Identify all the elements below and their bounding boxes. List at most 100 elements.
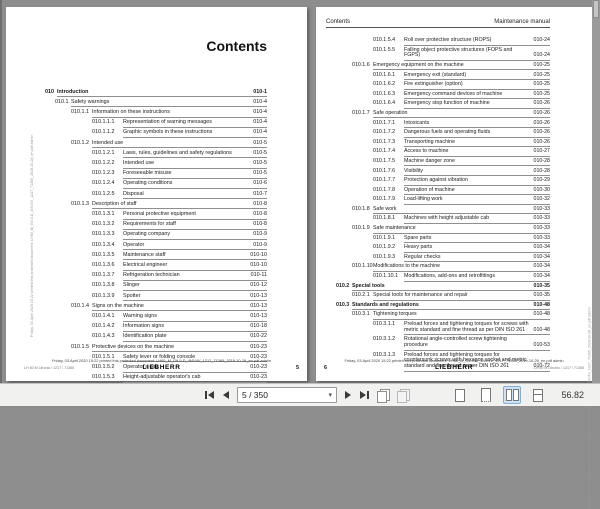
toc-entry[interactable]: 010.1.7.3 Transporting machine 010-26 bbox=[373, 138, 550, 148]
toc-entry[interactable]: 010.1.1 Information on these instructions… bbox=[71, 107, 267, 118]
toc-entry[interactable]: 010.2 Special tools 010-35 bbox=[336, 282, 550, 292]
toc-entry[interactable]: 010.1.9 Safe maintenance 010-33 bbox=[352, 224, 550, 234]
toc-entry-title: Spotter bbox=[123, 292, 141, 299]
toc-entry[interactable]: 010.1.5.5 Falling object protective struc… bbox=[373, 46, 550, 61]
two-page-continuous-view-icon[interactable] bbox=[529, 386, 547, 404]
previous-page-button[interactable] bbox=[222, 389, 230, 401]
toc-entry[interactable]: 010.1.4.1 Warning signs 010-13 bbox=[92, 311, 267, 322]
toc-entry[interactable]: 010.1.10 Modifications to the machine 010-… bbox=[352, 262, 550, 272]
page-field-value: 5 / 350 bbox=[242, 390, 268, 400]
print-protection-line: Friday, 03.April 2020 15:22 printed this… bbox=[51, 357, 272, 363]
toc-entry[interactable]: 010.1.7.8 Operation of machine 010-30 bbox=[373, 186, 550, 196]
toc-entry[interactable]: 010.1.3.7 Refrigeration technician 010-11 bbox=[92, 271, 267, 281]
toc-entry-number: 010.1.2.4 bbox=[92, 180, 115, 187]
next-page-button[interactable] bbox=[344, 389, 352, 401]
toc-entry[interactable]: 010.1.3 Description of staff 010-8 bbox=[71, 199, 267, 210]
chevron-down-icon[interactable]: ▾ bbox=[328, 391, 332, 399]
toc-entry[interactable]: 010.1.7.2 Dangerous fuels and operating f… bbox=[373, 128, 550, 138]
toc-entry[interactable]: 010.1.3.6 Electrical engineer 010-10 bbox=[92, 260, 267, 271]
toc-entry[interactable]: 010.1.3.3 Operating company 010-9 bbox=[92, 230, 267, 241]
toc-entry[interactable]: 010.3.1.3 Preload forces and tightening t… bbox=[373, 351, 550, 372]
toc-entry[interactable]: 010.1.6.2 Fire extinguisher (option) 010-2… bbox=[373, 80, 550, 90]
toc-entry[interactable]: 010.1.7.5 Machine danger zone 010-28 bbox=[373, 157, 550, 167]
toc-entry[interactable]: 010.1.7 Safe operation 010-26 bbox=[352, 109, 550, 119]
toc-entry-page: 010-25 bbox=[533, 61, 551, 68]
page-number-input[interactable]: 5 / 350 ▾ bbox=[237, 387, 337, 403]
scrollbar-thumb[interactable] bbox=[593, 0, 599, 18]
toc-entry[interactable]: 010.1 Safety warnings 010-4 bbox=[55, 97, 267, 108]
toc-entry[interactable]: 010.1.3.2 Requirements for staff 010-8 bbox=[92, 220, 267, 230]
toc-entry[interactable]: 010.1.10.1 Modifications, add-ons and ret… bbox=[373, 272, 550, 282]
toc-entry[interactable]: 010.1.7.6 Visibility 010-28 bbox=[373, 166, 550, 177]
toc-entry-title: Signs on the machine bbox=[92, 302, 144, 309]
toc-entry-body: Special tools 010-35 bbox=[352, 283, 550, 292]
liebherr-logo: LIEBHERR bbox=[142, 364, 181, 371]
toc-entry-page: 010-26 bbox=[533, 100, 551, 107]
toc-entry-title: Operator's cab bbox=[123, 363, 159, 370]
toc-entry[interactable]: 010.1.5.2 Operator's cab 010-23 bbox=[92, 362, 267, 373]
toc-entry[interactable]: 010.1.2 Intended use 010-5 bbox=[71, 138, 267, 149]
toc-entry[interactable]: 010.1.3.9 Spotter 010-13 bbox=[92, 291, 267, 302]
toc-entry[interactable]: 010.1.7.9 Load-lifting work 010-32 bbox=[373, 195, 550, 205]
toc-entry-title: Modifications, add-ons and retrofittings bbox=[404, 273, 495, 280]
toc-entry-number: 010.1.2.2 bbox=[92, 159, 115, 166]
toc-entry[interactable]: 010.3.1.1 Preload forces and tightening t… bbox=[373, 320, 550, 336]
toc-entry[interactable]: 010.1.6 Emergency equipment on the machin… bbox=[352, 61, 550, 71]
toc-entry[interactable]: 010.1.2.2 Intended use 010-5 bbox=[92, 158, 267, 169]
toc-entry[interactable]: 010.1.5.3 Height-adjustable operator's ca… bbox=[92, 373, 267, 383]
toc-entry[interactable]: 010.3.1 Tightening torques 010-48 bbox=[352, 310, 550, 320]
toc-entry[interactable]: 010.1.2.3 Foreseeable misuse 010-5 bbox=[92, 169, 267, 179]
toc-entry[interactable]: 010.1.7.7 Protection against vibration 010… bbox=[373, 176, 550, 186]
print-watermark-vertical: Friday, 03.April 2020 15:22 printed this… bbox=[30, 134, 34, 337]
next-view-button[interactable] bbox=[397, 388, 410, 403]
two-page-view-icon[interactable] bbox=[503, 386, 522, 404]
toc-entry[interactable]: 010.1.3.5 Maintenance staff 010-10 bbox=[92, 250, 267, 261]
toc-entry[interactable]: 010.1.9.3 Regular checks 010-34 bbox=[373, 253, 550, 263]
toc-entry-body: Height-adjustable operator's cab 010-23 bbox=[123, 374, 267, 383]
toc-entry-page: 010-26 bbox=[533, 138, 551, 145]
toc-entry-title: Operator bbox=[123, 241, 145, 248]
toc-entry-page: 010-33 bbox=[533, 205, 551, 212]
toc-entry[interactable]: 010.3 Standards and regulations 010-48 bbox=[336, 301, 550, 311]
toc-entry[interactable]: 010.1.9.2 Heavy parts 010-34 bbox=[373, 243, 550, 253]
toc-entry[interactable]: 010.1.2.5 Disposal 010-7 bbox=[92, 189, 267, 200]
toc-entry[interactable]: 010.1.6.1 Emergency exit (standard) 010-25 bbox=[373, 70, 550, 81]
toc-entry-number: 010.1.7.9 bbox=[373, 196, 396, 203]
toc-entry[interactable]: 010.1.2.1 Laws, rules, guidelines and saf… bbox=[92, 148, 267, 159]
first-page-button[interactable] bbox=[204, 389, 215, 401]
vertical-scrollbar[interactable] bbox=[592, 0, 600, 383]
toc-entry[interactable]: 010.1.5.1 Safety lever or folding console… bbox=[92, 352, 267, 363]
toc-entry[interactable]: 010.1.4 Signs on the machine 010-13 bbox=[71, 301, 267, 312]
toc-entry-body: Requirements for staff 010-8 bbox=[123, 221, 267, 230]
toc-entry[interactable]: 010.1.8.1 Machines with height adjustable… bbox=[373, 214, 550, 224]
toc-entry-title: Disposal bbox=[123, 190, 144, 197]
viewer-bottom-toolbar: 5 / 350 ▾ 56.82 bbox=[0, 383, 600, 406]
toc-entry[interactable]: 010.1.3.1 Personal protective equipment 01… bbox=[92, 209, 267, 220]
toc-entry[interactable]: 010 Introduction 010-1 bbox=[45, 87, 267, 98]
last-page-button[interactable] bbox=[359, 389, 370, 401]
continuous-view-icon[interactable] bbox=[477, 386, 495, 404]
toc-entry[interactable]: 010.1.5 Protective devices on the machine… bbox=[71, 342, 267, 353]
toc-entry[interactable]: 010.1.4.3 Identification plate 010-22 bbox=[92, 332, 267, 343]
toc-entry[interactable]: 010.1.1.2 Graphic symbols in these instru… bbox=[92, 128, 267, 139]
toc-entry[interactable]: 010.1.3.8 Slinger 010-12 bbox=[92, 281, 267, 292]
previous-view-button[interactable] bbox=[377, 388, 390, 403]
toc-entry[interactable]: 010.1.7.4 Access to machine 010-27 bbox=[373, 147, 550, 157]
toc-entry[interactable]: 010.1.7.1 Intoxicants 010-26 bbox=[373, 118, 550, 129]
toc-entry-number: 010.1.4.2 bbox=[92, 323, 115, 330]
toc-entry[interactable]: 010.1.3.4 Operator 010-9 bbox=[92, 240, 267, 251]
toc-entry[interactable]: 010.1.5.4 Roll over protective structure … bbox=[373, 36, 550, 46]
toc-entry[interactable]: 010.1.6.3 Emergency command devices of ma… bbox=[373, 90, 550, 100]
toc-entry[interactable]: 010.1.4.2 Information signs 010-18 bbox=[92, 322, 267, 332]
toc-entry-page: 010-53 bbox=[533, 342, 551, 349]
toc-entry[interactable]: 010.1.9.1 Spare parts 010-33 bbox=[373, 234, 550, 244]
toc-entry[interactable]: 010.1.6.4 Emergency stop function of mach… bbox=[373, 99, 550, 109]
toc-entry-title: Refrigeration technician bbox=[123, 272, 180, 279]
toc-entry[interactable]: 010.1.1.1 Representation of warning messa… bbox=[92, 118, 267, 128]
toc-entry[interactable]: 010.1.8 Safe work 010-33 bbox=[352, 205, 550, 215]
single-page-view-icon[interactable] bbox=[451, 386, 469, 404]
toc-entry[interactable]: 010.3.1.2 Rotational angle-controlled scr… bbox=[373, 335, 551, 351]
liebherr-logo: LIEBHERR bbox=[434, 364, 474, 371]
toc-entry[interactable]: 010.1.2.4 Operating conditions 010-6 bbox=[92, 179, 267, 190]
toc-entry[interactable]: 010.2.1 Special tools for maintenance and… bbox=[352, 291, 550, 301]
